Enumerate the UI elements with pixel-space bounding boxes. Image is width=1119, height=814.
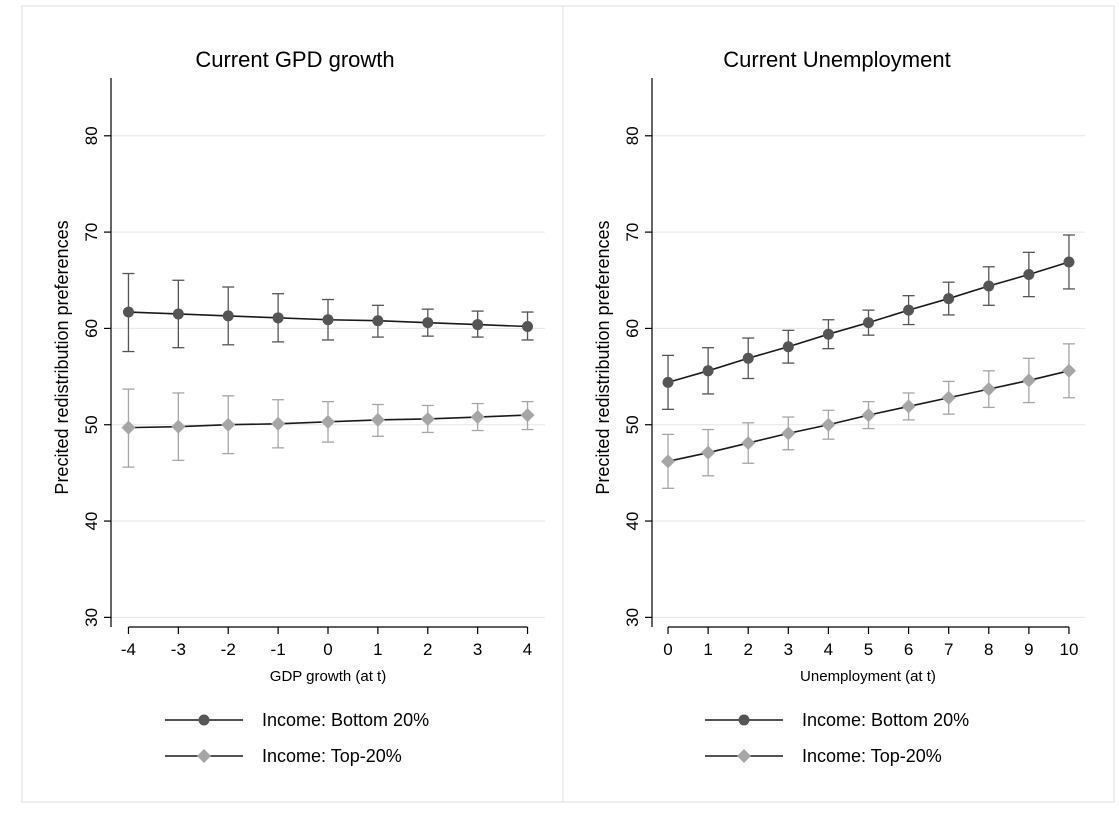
y-tick-label: 50 (623, 415, 642, 434)
data-point (863, 317, 874, 329)
data-point (222, 310, 234, 322)
data-point (1021, 373, 1036, 388)
x-tick-label: -4 (121, 640, 136, 659)
x-tick-label: 2 (743, 640, 752, 659)
x-tick-label: 0 (323, 640, 332, 659)
data-point (943, 293, 955, 305)
data-point (901, 399, 916, 414)
data-point (981, 382, 996, 397)
x-tick-label: 3 (784, 640, 793, 659)
data-point (422, 317, 434, 329)
data-point (662, 376, 674, 388)
x-axis-label: GDP growth (at t) (270, 668, 386, 685)
data-point (171, 419, 186, 434)
y-tick-label: 70 (623, 223, 642, 242)
x-tick-label: 6 (904, 640, 913, 659)
data-point (741, 436, 756, 451)
chart-title: Current Unemployment (723, 47, 950, 72)
x-tick-label: 7 (944, 640, 953, 659)
x-tick-label: 1 (373, 640, 382, 659)
x-tick-label: -3 (171, 640, 186, 659)
panel-gdp-growth: 30 40 50 60 70 80 -4 -3 -2 -1 0 1 2 3 4 Current GPD gro… (52, 47, 545, 766)
data-point (470, 410, 485, 425)
data-point (903, 304, 915, 316)
legend-label: Income: Bottom 20% (802, 710, 969, 730)
data-point (742, 352, 754, 364)
x-tick-label: 5 (864, 640, 873, 659)
data-point (661, 454, 676, 469)
x-tick-label: -1 (271, 640, 286, 659)
x-axis-label: Unemployment (at t) (800, 668, 936, 685)
y-axis-label: Precited redistribution preferences (593, 220, 613, 494)
series-bottom-20 (662, 234, 1075, 410)
data-point (172, 308, 184, 320)
right-panel-frame (562, 5, 1115, 803)
legend-marker (198, 714, 210, 726)
data-point (372, 315, 384, 327)
x-tick-label: 2 (423, 640, 432, 659)
data-point (821, 417, 836, 432)
legend-label: Income: Top-20% (262, 746, 402, 766)
series-top-20 (121, 388, 535, 468)
x-tick-label: 4 (824, 640, 833, 659)
data-point (701, 445, 716, 460)
data-point (520, 408, 535, 423)
x-tick-label: 9 (1024, 640, 1033, 659)
x-tick-label: 10 (1060, 640, 1079, 659)
y-tick-label: 40 (623, 512, 642, 531)
x-tick-label: 8 (984, 640, 993, 659)
x-tick-label: 1 (703, 640, 712, 659)
y-tick-label: 70 (82, 223, 101, 242)
data-point (822, 328, 834, 340)
y-tick-label: 50 (82, 415, 101, 434)
data-point (781, 426, 796, 441)
legend-item-top-20: Income: Top-20% (165, 746, 402, 766)
x-tick-label: 4 (523, 640, 532, 659)
y-tick-label: 30 (623, 608, 642, 627)
x-tick-label: -2 (221, 640, 236, 659)
data-point (941, 390, 956, 405)
series-top-20 (661, 343, 1076, 489)
data-point (472, 319, 484, 331)
legend-label: Income: Top-20% (802, 746, 942, 766)
legend-label: Income: Bottom 20% (262, 710, 429, 730)
y-tick-label: 80 (623, 126, 642, 145)
data-point (1061, 363, 1076, 378)
legend-item-bottom-20: Income: Bottom 20% (165, 710, 429, 730)
y-tick-label: 40 (82, 512, 101, 531)
legend-marker (737, 749, 751, 763)
series-bottom-20 (122, 272, 534, 353)
data-point (1023, 268, 1035, 280)
chart-title: Current GPD growth (195, 47, 394, 72)
y-tick-label: 30 (82, 608, 101, 627)
data-point (983, 280, 995, 292)
data-point (271, 416, 286, 431)
legend-item-top-20: Income: Top-20% (705, 746, 942, 766)
y-tick-label: 80 (82, 126, 101, 145)
x-tick-label: 3 (473, 640, 482, 659)
data-point (121, 420, 136, 435)
panel-unemployment: 30 40 50 60 70 80 0 1 2 3 4 5 6 7 8 9 10 Current Unemploy… (593, 47, 1085, 766)
data-point (370, 412, 385, 427)
legend-marker (197, 749, 211, 763)
data-point (322, 314, 334, 326)
y-axis-label: Precited redistribution preferences (52, 220, 72, 494)
data-point (702, 365, 714, 377)
legend-marker (738, 714, 750, 726)
x-tick-label: 0 (663, 640, 672, 659)
data-point (122, 306, 134, 318)
y-tick-label: 60 (82, 319, 101, 338)
y-tick-label: 60 (623, 319, 642, 338)
data-point (1063, 256, 1075, 268)
data-point (420, 411, 435, 426)
data-point (321, 414, 335, 429)
data-point (522, 320, 534, 332)
data-point (782, 341, 794, 353)
data-point (221, 417, 236, 432)
data-point (861, 408, 876, 423)
legend-item-bottom-20: Income: Bottom 20% (705, 710, 969, 730)
data-point (272, 312, 284, 324)
